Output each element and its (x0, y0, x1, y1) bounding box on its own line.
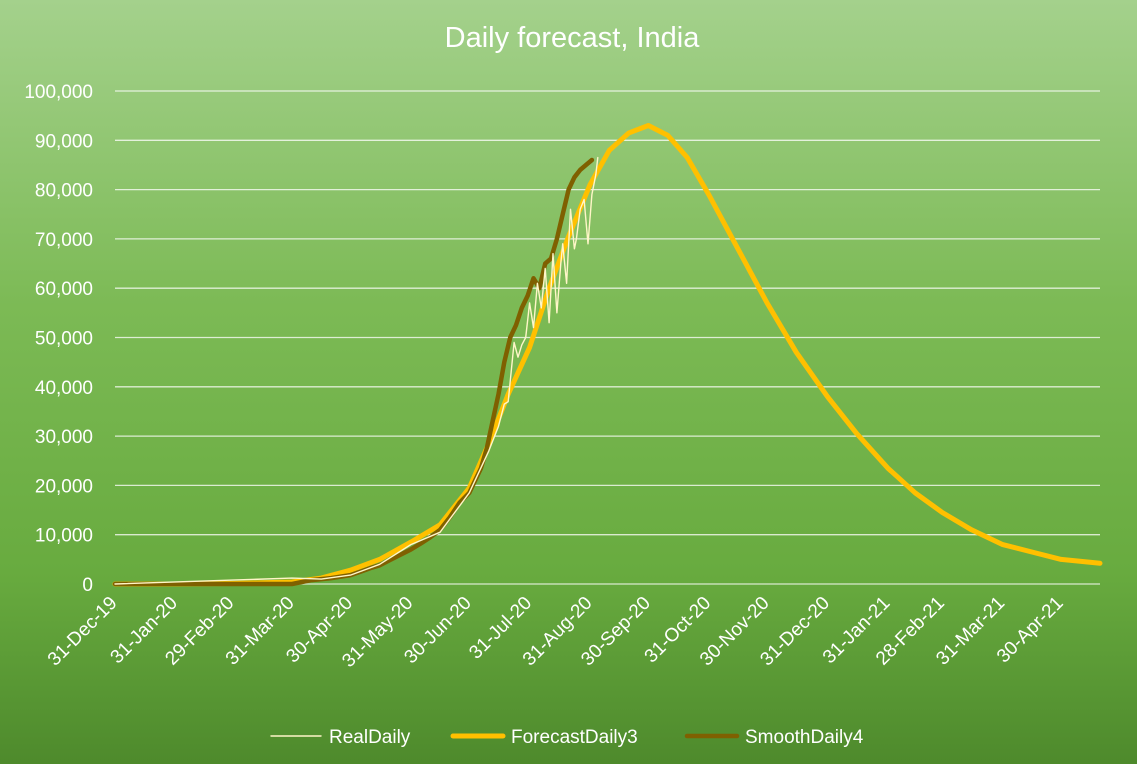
legend: RealDaily ForecastDaily3 SmoothDaily4 (270, 727, 864, 748)
series-line-realdaily (114, 156, 599, 585)
series-lines (112, 123, 1103, 587)
y-tick-label-2: 20,000 (35, 476, 93, 497)
y-tick-label-6: 60,000 (35, 279, 93, 300)
y-tick-label-7: 70,000 (35, 230, 93, 251)
y-tick-label-8: 80,000 (35, 181, 93, 202)
series-line-forecastdaily3 (112, 123, 1103, 587)
y-tick-label-4: 40,000 (35, 378, 93, 399)
y-tick-label-3: 30,000 (35, 427, 93, 448)
y-tick-label-5: 50,000 (35, 329, 93, 350)
x-axis-tick-labels: 31-Dec-1931-Jan-2029-Feb-2031-Mar-2030-A… (44, 593, 1068, 672)
legend-label-realdaily: RealDaily (329, 727, 411, 748)
legend-label-forecastdaily3: ForecastDaily3 (511, 727, 638, 748)
y-tick-label-9: 90,000 (35, 131, 93, 152)
chart-title: Daily forecast, India (445, 22, 701, 54)
y-tick-label-0: 0 (82, 575, 93, 596)
y-axis-tick-labels: 0 10,000 20,000 30,000 40,000 50,000 60,000 70,… (24, 82, 93, 596)
y-tick-label-1: 10,000 (35, 526, 93, 547)
x-tick-label-0: 31-Dec-19 (44, 593, 122, 671)
legend-label-smoothdaily4: SmoothDaily4 (745, 727, 864, 748)
y-tick-label-10: 100,000 (24, 82, 93, 103)
gridlines (115, 90, 1100, 585)
